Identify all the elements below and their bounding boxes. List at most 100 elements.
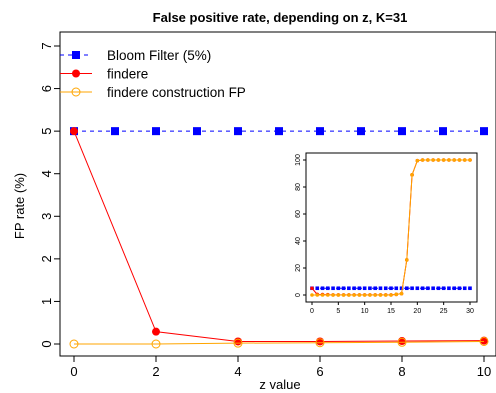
data-point-series-0: [316, 127, 324, 136]
legend-marker: [72, 51, 80, 59]
data-point-series-0: [362, 286, 367, 291]
data-point-series-0: [447, 286, 451, 291]
data-point-series-0: [468, 286, 472, 291]
data-point-series-0: [341, 286, 346, 291]
data-point-series-2: [320, 293, 325, 297]
data-point-series-2: [326, 293, 330, 297]
data-point-series-0: [394, 286, 399, 291]
data-point-series-0: [275, 127, 283, 136]
data-point-series-0: [352, 286, 356, 291]
data-point-series-2: [441, 158, 446, 162]
data-point-series-2: [315, 338, 325, 348]
data-point-series-0: [426, 286, 430, 291]
data-point-series-0: [152, 127, 160, 136]
x-tick-label: 30: [466, 308, 474, 315]
y-tick-label: 1: [39, 298, 54, 305]
series-line-1: [73, 130, 485, 342]
data-point-series-2: [389, 293, 393, 297]
x-tick-label: 0: [70, 364, 77, 379]
y-tick-label: 0: [295, 293, 302, 297]
data-point-series-2: [331, 293, 335, 297]
data-point-series-0: [320, 286, 325, 291]
x-tick-label: 25: [440, 308, 448, 315]
data-point-series-0: [368, 286, 372, 291]
plot-frame: [305, 152, 478, 303]
y-axis-label: FP rate (%): [12, 173, 27, 239]
data-point-series-0: [111, 127, 119, 136]
data-point-series-0: [357, 127, 365, 136]
data-point-series-2: [410, 173, 414, 177]
x-tick-label: 0: [310, 308, 314, 315]
data-point-series-1: [70, 127, 78, 136]
data-point-series-0: [431, 286, 435, 291]
data-point-series-2: [233, 338, 243, 348]
data-point-series-2: [462, 158, 467, 162]
data-point-series-2: [383, 293, 388, 297]
data-point-series-2: [362, 293, 367, 297]
data-point-series-2: [69, 339, 79, 349]
data-point-series-1: [152, 327, 160, 336]
y-tick-label: 4: [39, 170, 54, 177]
legend-marker: [72, 69, 80, 78]
data-point-series-0: [336, 286, 341, 291]
data-point-series-2: [399, 291, 404, 296]
data-point-series-2: [352, 293, 356, 297]
data-point-series-2: [415, 158, 420, 163]
data-point-series-0: [383, 286, 388, 291]
data-point-series-2: [341, 293, 346, 297]
y-tick-label: 3: [39, 213, 54, 220]
data-point-series-2: [468, 158, 472, 162]
data-point-series-2: [394, 292, 399, 297]
legend: Bloom Filter (5%) findere findere construc…: [60, 48, 246, 100]
data-point-series-2: [457, 158, 462, 162]
data-point-series-2: [426, 158, 430, 162]
data-point-series-0: [452, 286, 456, 291]
data-point-series-0: [398, 127, 406, 136]
data-point-series-0: [415, 286, 420, 291]
data-point-series-0: [326, 286, 330, 291]
x-tick-label: 8: [398, 364, 405, 379]
data-point-series-0: [480, 127, 488, 136]
y-tick-label: 20: [295, 264, 302, 272]
y-tick-label: 0: [39, 340, 54, 347]
x-tick-label: 4: [234, 364, 241, 379]
data-point-series-0: [462, 286, 467, 291]
y-tick-label: 5: [39, 128, 54, 135]
data-point-series-2: [420, 158, 425, 162]
data-point-series-2: [315, 293, 320, 297]
x-tick-label: 10: [361, 308, 369, 315]
data-point-series-2: [347, 293, 351, 297]
data-point-series-0: [399, 286, 404, 291]
data-point-series-0: [441, 286, 446, 291]
data-point-series-2: [436, 158, 441, 162]
x-tick-label: 6: [316, 364, 323, 379]
x-tick-label: 2: [152, 364, 159, 379]
data-point-series-0: [347, 286, 351, 291]
data-point-series-0: [331, 286, 335, 291]
chart-title: False positive rate, depending on z, K=3…: [153, 10, 408, 25]
y-tick-label: 100: [295, 154, 302, 166]
data-point-series-2: [151, 339, 161, 349]
data-point-series-2: [378, 293, 383, 297]
data-point-series-0: [234, 127, 242, 136]
data-point-series-0: [420, 286, 425, 291]
data-point-series-1: [310, 286, 314, 291]
series-line-2: [74, 340, 485, 345]
inset-plot: 0 5 10 15 20 25 30 0 20 40 60 80 100: [295, 152, 478, 315]
data-point-series-0: [405, 286, 409, 291]
data-point-series-2: [452, 158, 457, 162]
data-point-series-2: [373, 293, 378, 297]
y-tick-label: 80: [295, 183, 302, 191]
x-tick-label: 20: [413, 308, 421, 315]
data-point-series-2: [405, 258, 409, 262]
data-point-series-0: [378, 286, 383, 291]
data-point-series-0: [436, 286, 441, 291]
data-point-series-2: [447, 158, 451, 162]
data-point-series-0: [439, 127, 447, 136]
data-point-series-0: [315, 286, 320, 291]
y-tick-label: 6: [39, 85, 54, 92]
data-point-series-2: [431, 158, 435, 162]
x-axis-label: z value: [259, 377, 300, 392]
data-point-series-0: [389, 286, 393, 291]
